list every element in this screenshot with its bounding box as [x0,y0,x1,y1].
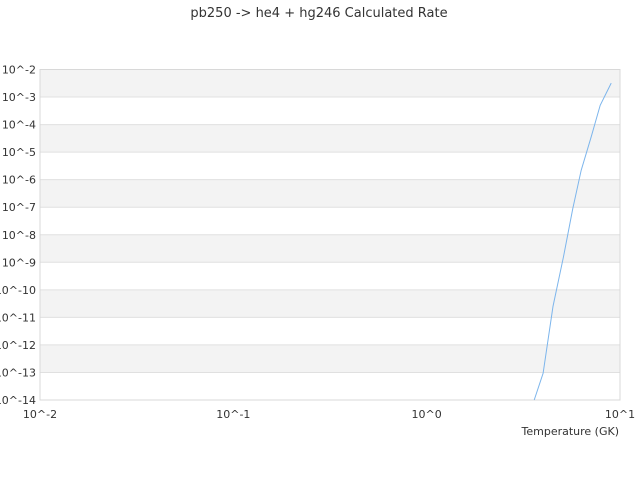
y-tick-label: 10^-2 [2,64,36,77]
y-tick-label: 10^-10 [0,284,36,297]
grid-band [40,207,620,235]
y-tick-label: 10^-7 [2,201,36,214]
grid-band [40,372,620,400]
x-tick-label: 10^-1 [216,408,250,421]
y-axis-ticks: 10^-2 10^-3 10^-4 10^-5 10^-6 10^-7 10^-8 10^-9… [0,64,36,408]
y-tick-label: 10^-11 [0,311,36,324]
y-tick-label: 10^-5 [2,146,36,159]
y-tick-label: 10^-13 [0,366,36,379]
x-axis-ticks: 10^-2 10^-1 10^0 10^1 [23,408,635,421]
series-line [533,82,612,401]
grid-band [40,152,620,180]
y-tick-label: 10^-12 [0,339,36,352]
grid-band [40,179,620,208]
plot-bands [40,69,620,400]
grid-band [40,317,620,345]
grid-band [40,97,620,125]
plot-border [39,69,621,401]
y-tick-label: 10^-14 [0,394,36,407]
grid-band [40,262,620,290]
y-tick-label: 10^-9 [2,256,36,269]
grid-band [40,344,620,373]
x-axis-label: Temperature (GK) [521,425,620,438]
grid-band [40,124,620,153]
grid-band [40,289,620,318]
grid-band [40,234,620,263]
x-tick-label: 10^1 [605,408,635,421]
y-tick-label: 10^-8 [2,229,36,242]
x-tick-label: 10^-2 [23,408,57,421]
x-tick-label: 10^0 [412,408,442,421]
y-tick-label: 10^-4 [2,119,36,132]
y-tick-label: 10^-3 [2,91,36,104]
chart-title: pb250 -> he4 + hg246 Calculated Rate [190,6,447,21]
grid-band [40,69,620,98]
series-group [533,82,612,401]
y-tick-label: 10^-6 [2,174,36,187]
